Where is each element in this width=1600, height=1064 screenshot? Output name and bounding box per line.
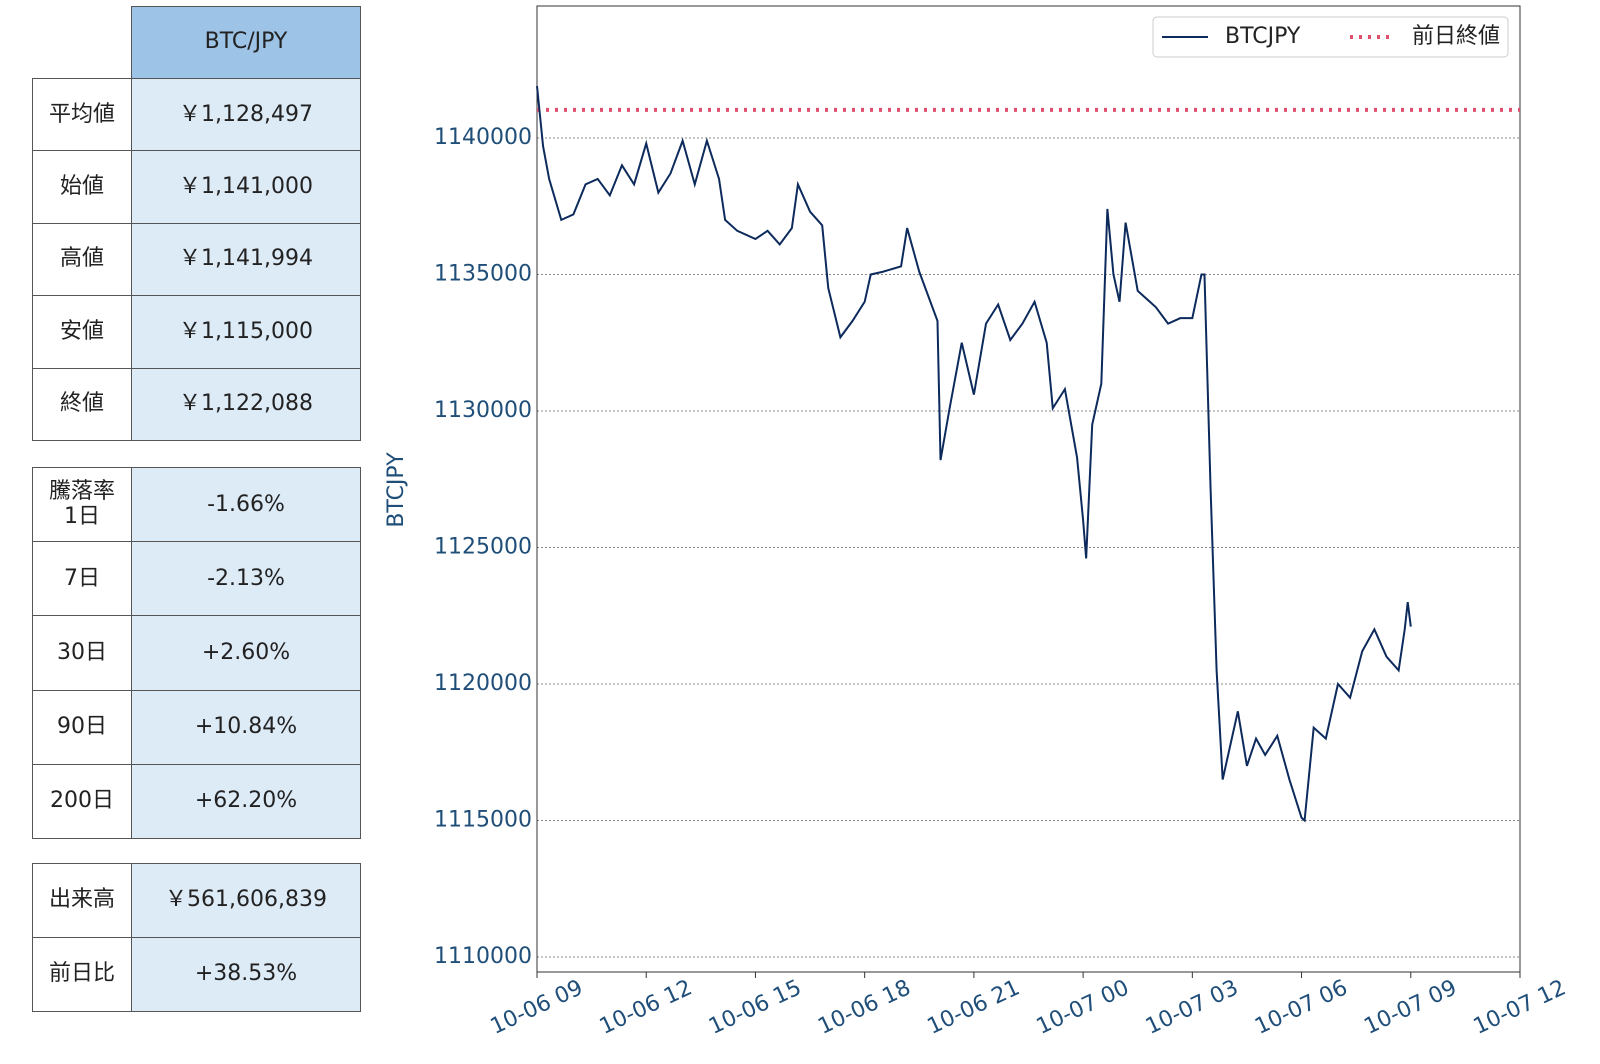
y-tick-label: 1125000 <box>434 534 532 559</box>
row-value: ￥561,606,839 <box>131 863 361 938</box>
x-tick-label: 10-06 18 <box>814 975 914 1039</box>
row-label: 騰落率 1日 <box>32 467 132 543</box>
row-label: 安値 <box>32 295 132 369</box>
row-value: ￥1,122,088 <box>131 367 361 441</box>
price-line <box>536 86 1412 823</box>
table-header: BTC/JPY <box>131 6 361 79</box>
row-value: -2.13% <box>131 541 361 617</box>
x-tick-label: 10-07 00 <box>1033 975 1133 1039</box>
row-label: 30日 <box>32 615 132 691</box>
x-tick-label: 10-06 09 <box>487 975 587 1039</box>
plot-frame <box>536 5 1521 973</box>
row-value: ￥1,141,994 <box>131 222 361 297</box>
legend-box <box>1152 16 1509 58</box>
y-tick-label: 1115000 <box>434 807 532 832</box>
legend-label: BTCJPY <box>1225 24 1301 49</box>
row-value: +10.84% <box>131 689 361 765</box>
x-tick-label: 10-07 03 <box>1142 975 1242 1039</box>
row-label: 平均値 <box>32 78 132 152</box>
x-tick-label: 10-06 15 <box>705 975 805 1039</box>
row-value: +2.60% <box>131 615 361 691</box>
row-value: +38.53% <box>131 937 361 1012</box>
y-tick-label: 1110000 <box>434 944 532 969</box>
row-label: 200日 <box>32 763 132 839</box>
y-tick-label: 1140000 <box>434 125 532 150</box>
row-label: 始値 <box>32 150 132 224</box>
row-value: ￥1,141,000 <box>131 150 361 224</box>
x-tick-label: 10-07 09 <box>1360 975 1460 1039</box>
y-axis-label: BTCJPY <box>384 452 409 528</box>
y-tick-label: 1120000 <box>434 671 532 696</box>
row-label: 出来高 <box>32 863 132 938</box>
row-label: 前日比 <box>32 937 132 1012</box>
legend-label: 前日終値 <box>1412 24 1500 49</box>
y-tick-label: 1130000 <box>434 398 532 423</box>
x-tick-label: 10-07 06 <box>1251 975 1351 1039</box>
row-value: ￥1,115,000 <box>131 295 361 369</box>
row-label: 7日 <box>32 541 132 617</box>
x-tick-label: 10-06 21 <box>924 975 1024 1039</box>
x-tick-label: 10-07 12 <box>1470 975 1570 1039</box>
row-label: 90日 <box>32 689 132 765</box>
row-value: ￥1,128,497 <box>131 78 361 152</box>
row-value: -1.66% <box>131 467 361 543</box>
y-tick-label: 1135000 <box>434 261 532 286</box>
row-label: 終値 <box>32 367 132 441</box>
row-label: 高値 <box>32 222 132 297</box>
row-value: +62.20% <box>131 763 361 839</box>
x-tick-label: 10-06 12 <box>596 975 696 1039</box>
